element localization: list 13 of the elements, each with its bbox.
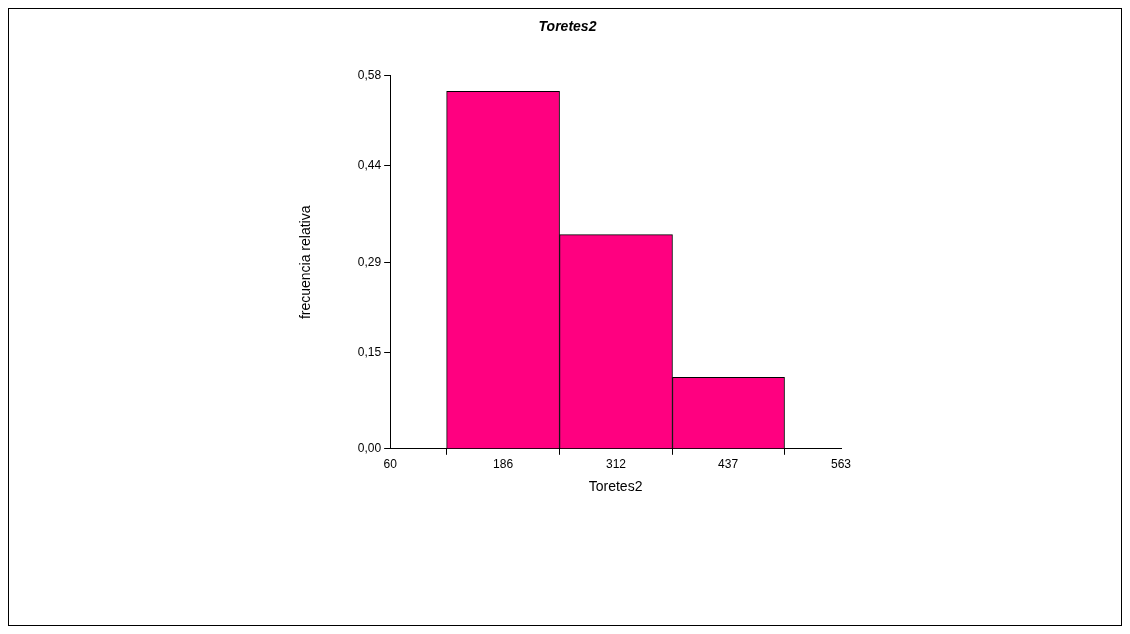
y-tick-label: 0,29 — [357, 254, 382, 269]
x-tick-label: 563 — [830, 457, 852, 472]
x-tick-label: 186 — [493, 457, 514, 472]
y-tick-label: 0,15 — [357, 344, 382, 359]
y-axis-title: frecuencia relativa — [297, 205, 314, 320]
x-tick-label: 60 — [383, 457, 398, 472]
x-tick-label: 312 — [606, 457, 627, 472]
x-axis-title: Toretes2 — [588, 478, 643, 495]
y-tick-label: 0,58 — [357, 68, 382, 83]
y-tick-label: 0,44 — [357, 158, 382, 173]
chart-title: Toretes2 — [538, 18, 597, 35]
y-tick-label: 0,00 — [357, 441, 382, 456]
x-tick-label: 437 — [718, 457, 739, 472]
